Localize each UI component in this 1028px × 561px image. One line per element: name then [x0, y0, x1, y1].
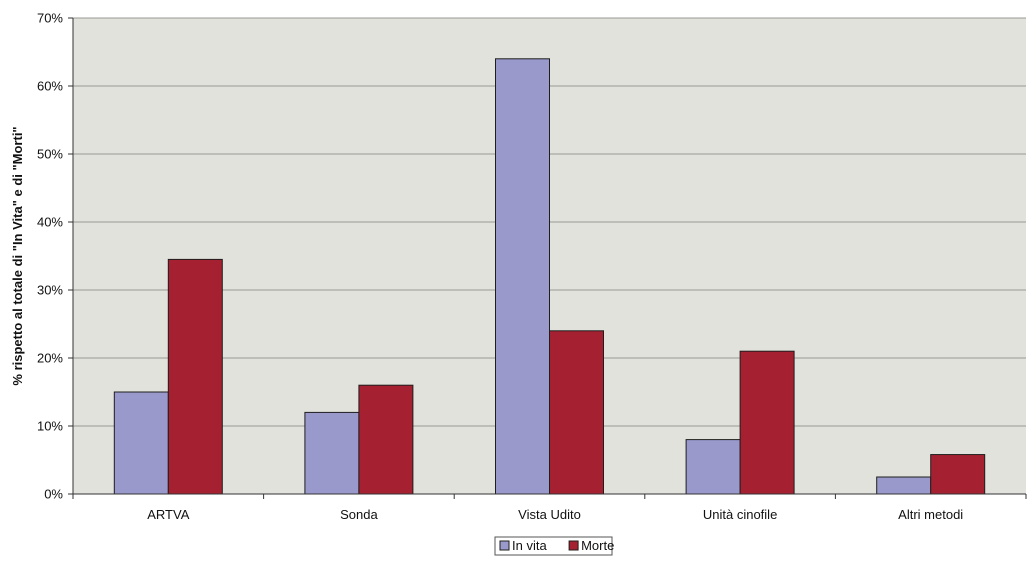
axes: [72, 18, 1026, 495]
bar-morte: [549, 330, 604, 495]
y-tick-labels: 0% 10% 20% 30% 40% 50% 60% 70%: [37, 11, 73, 502]
bar-morte: [930, 454, 986, 495]
legend-box: [494, 536, 613, 556]
legend-swatch: [499, 540, 510, 551]
y-tick-label: 50%: [37, 147, 63, 162]
legend-swatch: [568, 540, 579, 551]
y-tick-label: 70%: [37, 11, 63, 26]
legend-label: Morte: [581, 538, 614, 553]
y-tick-label: 10%: [37, 419, 63, 434]
x-tick-label: ARTVA: [147, 507, 189, 522]
bar-in-vita: [685, 439, 741, 495]
bar-in-vita: [304, 411, 360, 495]
x-tick-label: Sonda: [340, 507, 378, 522]
bar-morte: [739, 350, 795, 495]
y-axis-label: % rispetto al totale di "In Vita" e di "…: [10, 126, 25, 385]
bar-in-vita: [113, 391, 169, 495]
bar-in-vita: [495, 58, 550, 495]
y-tick-label: 40%: [37, 215, 63, 230]
y-tick-label: 30%: [37, 283, 63, 298]
legend-label: In vita: [512, 538, 547, 553]
x-tick-label: Unità cinofile: [703, 507, 777, 522]
legend: In vita Morte: [494, 536, 614, 556]
bar-in-vita: [876, 476, 932, 495]
y-tick-label: 20%: [37, 351, 63, 366]
y-tick-label: 60%: [37, 79, 63, 94]
x-tick-label: Altri metodi: [898, 507, 963, 522]
x-tick-labels: ARTVA Sonda Vista Udito Unità cinofile Altri…: [72, 494, 1027, 522]
y-tick-label: 0%: [44, 487, 63, 502]
bar-morte: [167, 258, 223, 495]
x-tick-label: Vista Udito: [518, 507, 581, 522]
bar-morte: [358, 384, 414, 495]
